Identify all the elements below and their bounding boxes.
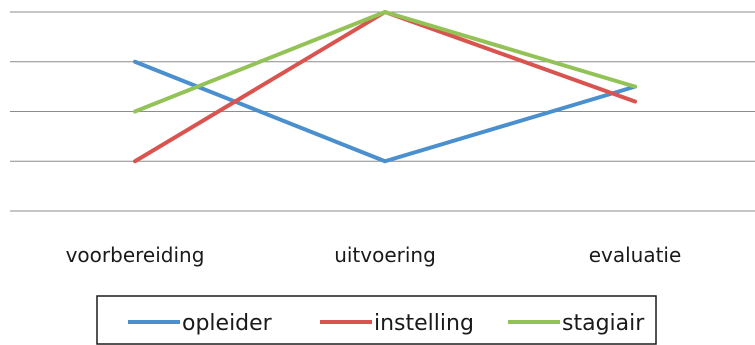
legend: opleider instelling stagiair <box>96 295 657 345</box>
series-lines <box>133 10 637 164</box>
legend-label-instelling: instelling <box>374 311 474 336</box>
legend-items: opleider instelling stagiair <box>128 311 645 336</box>
category-label-uitvoering: uitvoering <box>334 243 436 267</box>
category-label-evaluatie: evaluatie <box>589 243 682 267</box>
gridlines <box>10 11 755 212</box>
series-line-instelling <box>133 10 637 164</box>
series-line-stagiair <box>133 10 637 114</box>
category-label-voorbereiding: voorbereiding <box>66 243 205 267</box>
category-axis-labels: voorbereiding uitvoering evaluatie <box>66 243 682 267</box>
series-line-opleider <box>133 59 637 164</box>
legend-label-stagiair: stagiair <box>562 311 645 336</box>
legend-box <box>96 295 657 345</box>
legend-label-opleider: opleider <box>182 311 273 336</box>
